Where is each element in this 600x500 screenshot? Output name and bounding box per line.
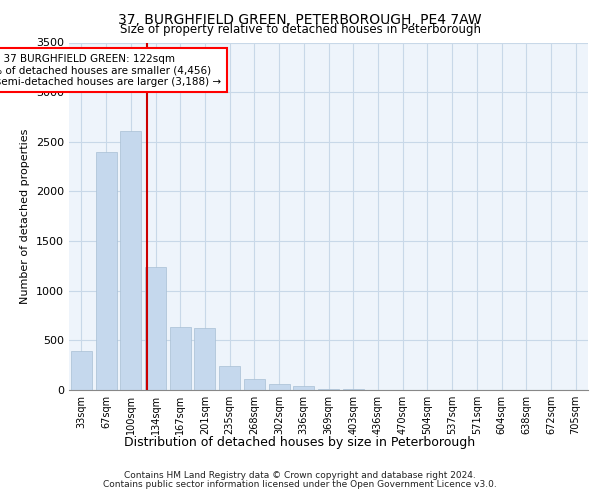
Bar xyxy=(120,131,141,390)
Bar xyxy=(318,388,339,390)
Bar xyxy=(269,384,290,390)
Text: Contains public sector information licensed under the Open Government Licence v3: Contains public sector information licen… xyxy=(103,480,497,489)
Bar xyxy=(219,366,240,390)
Text: 37 BURGHFIELD GREEN: 122sqm  
← 58% of detached houses are smaller (4,456)
42% o: 37 BURGHFIELD GREEN: 122sqm ← 58% of det… xyxy=(0,54,221,87)
Bar xyxy=(244,379,265,390)
Bar xyxy=(95,152,116,390)
Text: Size of property relative to detached houses in Peterborough: Size of property relative to detached ho… xyxy=(119,22,481,36)
Bar xyxy=(194,328,215,390)
Text: Contains HM Land Registry data © Crown copyright and database right 2024.: Contains HM Land Registry data © Crown c… xyxy=(124,471,476,480)
Text: 37, BURGHFIELD GREEN, PETERBOROUGH, PE4 7AW: 37, BURGHFIELD GREEN, PETERBOROUGH, PE4 … xyxy=(118,12,482,26)
Bar xyxy=(170,328,191,390)
Bar xyxy=(71,352,92,390)
Y-axis label: Number of detached properties: Number of detached properties xyxy=(20,128,31,304)
Bar xyxy=(343,389,364,390)
Bar xyxy=(293,386,314,390)
Bar xyxy=(145,267,166,390)
Text: Distribution of detached houses by size in Peterborough: Distribution of detached houses by size … xyxy=(124,436,476,449)
